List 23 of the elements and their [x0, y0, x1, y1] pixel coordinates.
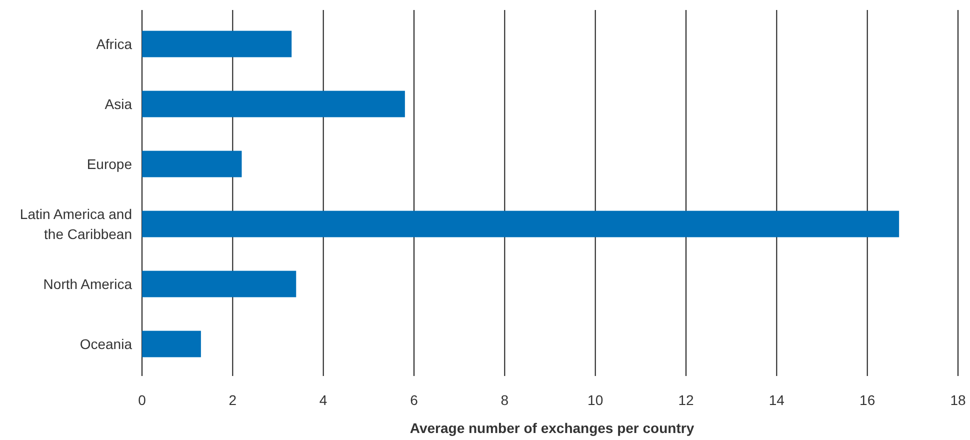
- y-tick-label: Africa: [96, 36, 132, 52]
- x-axis-title: Average number of exchanges per country: [410, 420, 694, 436]
- bar: [142, 90, 405, 118]
- x-tick-label: 10: [588, 392, 604, 408]
- x-tick-label: 2: [228, 392, 237, 408]
- y-tick-label: North America: [43, 276, 132, 292]
- bar: [142, 150, 242, 178]
- x-tick-label: 6: [410, 392, 418, 408]
- x-tick-label: 16: [860, 392, 876, 408]
- bar: [142, 30, 292, 58]
- x-tick-label: 18: [950, 392, 966, 408]
- x-tick-label: 4: [319, 392, 328, 408]
- y-tick-label: Latin America and the Caribbean: [20, 206, 132, 242]
- x-tick-label: 14: [768, 392, 785, 408]
- x-tick-label: 8: [500, 392, 509, 408]
- y-tick-label: Oceania: [80, 336, 132, 352]
- bar: [142, 210, 900, 238]
- x-tick-label: 0: [138, 392, 146, 408]
- bar: [142, 270, 296, 298]
- y-tick-label: Asia: [104, 96, 132, 112]
- y-tick-label: Europe: [86, 156, 132, 172]
- x-tick-label: 12: [678, 392, 694, 408]
- bar: [142, 330, 201, 358]
